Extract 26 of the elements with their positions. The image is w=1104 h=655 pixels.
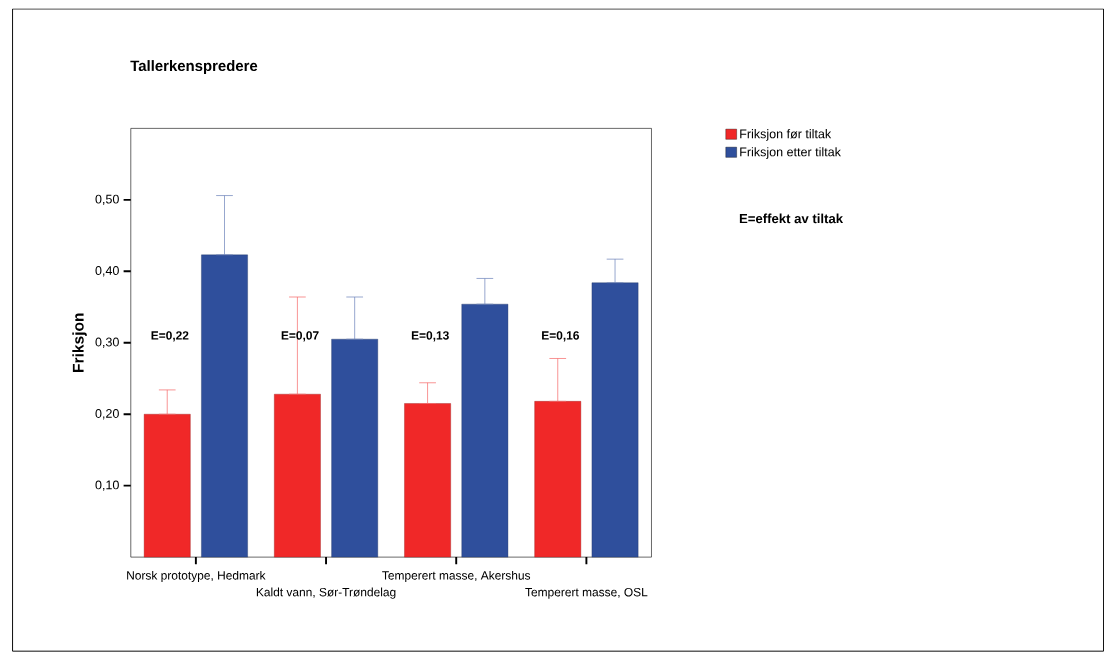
y-tick-label: 0,50 xyxy=(95,194,119,206)
y-tick-label: 0,40 xyxy=(95,266,119,277)
annotation: E=0,16 xyxy=(542,331,580,342)
x-tick-label: Kaldt vann, Sør-Trøndelag xyxy=(256,587,396,599)
bar xyxy=(404,403,451,558)
legend-label: Friksjon før tiltak xyxy=(740,129,832,141)
annotation: E=0,07 xyxy=(281,331,319,342)
bar xyxy=(331,339,378,558)
text: E=effekt av tiltak xyxy=(739,213,844,224)
bar xyxy=(274,394,321,558)
bar xyxy=(143,414,191,558)
x-tick-label: Temperert masse, OSL xyxy=(525,588,648,599)
y-tick-label: 0,10 xyxy=(95,480,119,491)
legend-label: Friksjon etter tiltak xyxy=(740,147,841,159)
x-tick-label: Norsk prototype, Hedmark xyxy=(127,571,266,583)
bar xyxy=(201,254,248,558)
y-tick-label: 0,20 xyxy=(95,409,119,420)
annotation: E=0,13 xyxy=(411,331,449,342)
x-tick-label: Temperert masse, Akershus xyxy=(382,571,531,583)
annotation: E=0,22 xyxy=(151,331,189,342)
bar xyxy=(591,282,639,558)
bar xyxy=(461,304,509,558)
chart-title: Tallerkenspredere xyxy=(130,60,258,75)
y-axis-title: Friksjon xyxy=(72,313,87,373)
y-tick-label: 0,30 xyxy=(95,337,119,349)
bar xyxy=(534,401,582,558)
